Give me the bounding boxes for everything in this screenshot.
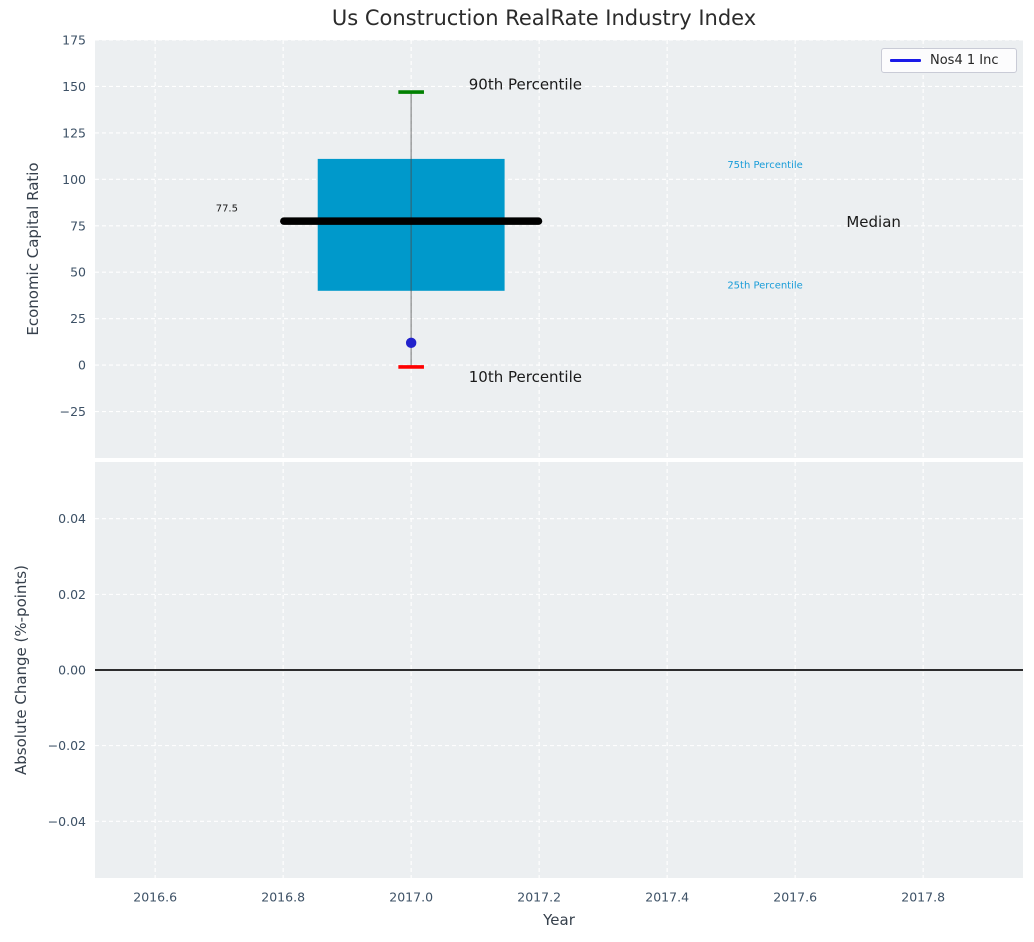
y-tick-label: 100 (62, 172, 86, 187)
x-tick-label: 2016.8 (261, 890, 305, 905)
y-tick-label: 175 (62, 33, 86, 48)
x-tick-label: 2017.8 (901, 890, 945, 905)
legend-label: Nos4 1 Inc (930, 53, 999, 68)
annotation-75th-percentile: 75th Percentile (727, 160, 803, 171)
company-data-point (405, 337, 417, 349)
annotation-25th-percentile: 25th Percentile (727, 281, 803, 292)
legend: Nos4 1 Inc (881, 48, 1017, 73)
y-axis-label-bottom: Absolute Change (%-points) (12, 565, 30, 775)
annotation-median: Median (846, 213, 901, 231)
y-tick-label: 50 (70, 265, 86, 280)
annotation-90th-percentile: 90th Percentile (469, 76, 582, 94)
y-tick-label: 0.02 (58, 587, 86, 602)
annotation-77-5: 77.5 (216, 204, 238, 215)
y-axis-label-top: Economic Capital Ratio (24, 162, 42, 336)
top-plot-area (95, 40, 1023, 458)
y-tick-label: 75 (70, 218, 86, 233)
y-tick-label: 125 (62, 125, 86, 140)
y-tick-label: 150 (62, 79, 86, 94)
legend-line-swatch (890, 59, 921, 62)
x-tick-label: 2017.0 (389, 890, 433, 905)
chart-title: Us Construction RealRate Industry Index (331, 6, 757, 30)
x-axis-label: Year (543, 911, 575, 929)
y-tick-label: 0 (78, 358, 86, 373)
x-tick-label: 2017.6 (773, 890, 817, 905)
x-tick-label: 2017.4 (645, 890, 689, 905)
y-tick-label: 0.04 (58, 511, 86, 526)
y-tick-label: −0.02 (48, 738, 86, 753)
y-tick-label: −25 (60, 404, 86, 419)
x-tick-label: 2017.2 (517, 890, 561, 905)
annotation-10th-percentile: 10th Percentile (469, 368, 582, 386)
y-tick-label: 0.00 (58, 663, 86, 678)
y-tick-label: 25 (70, 311, 86, 326)
y-tick-label: −0.04 (48, 814, 86, 829)
x-tick-label: 2016.6 (133, 890, 177, 905)
